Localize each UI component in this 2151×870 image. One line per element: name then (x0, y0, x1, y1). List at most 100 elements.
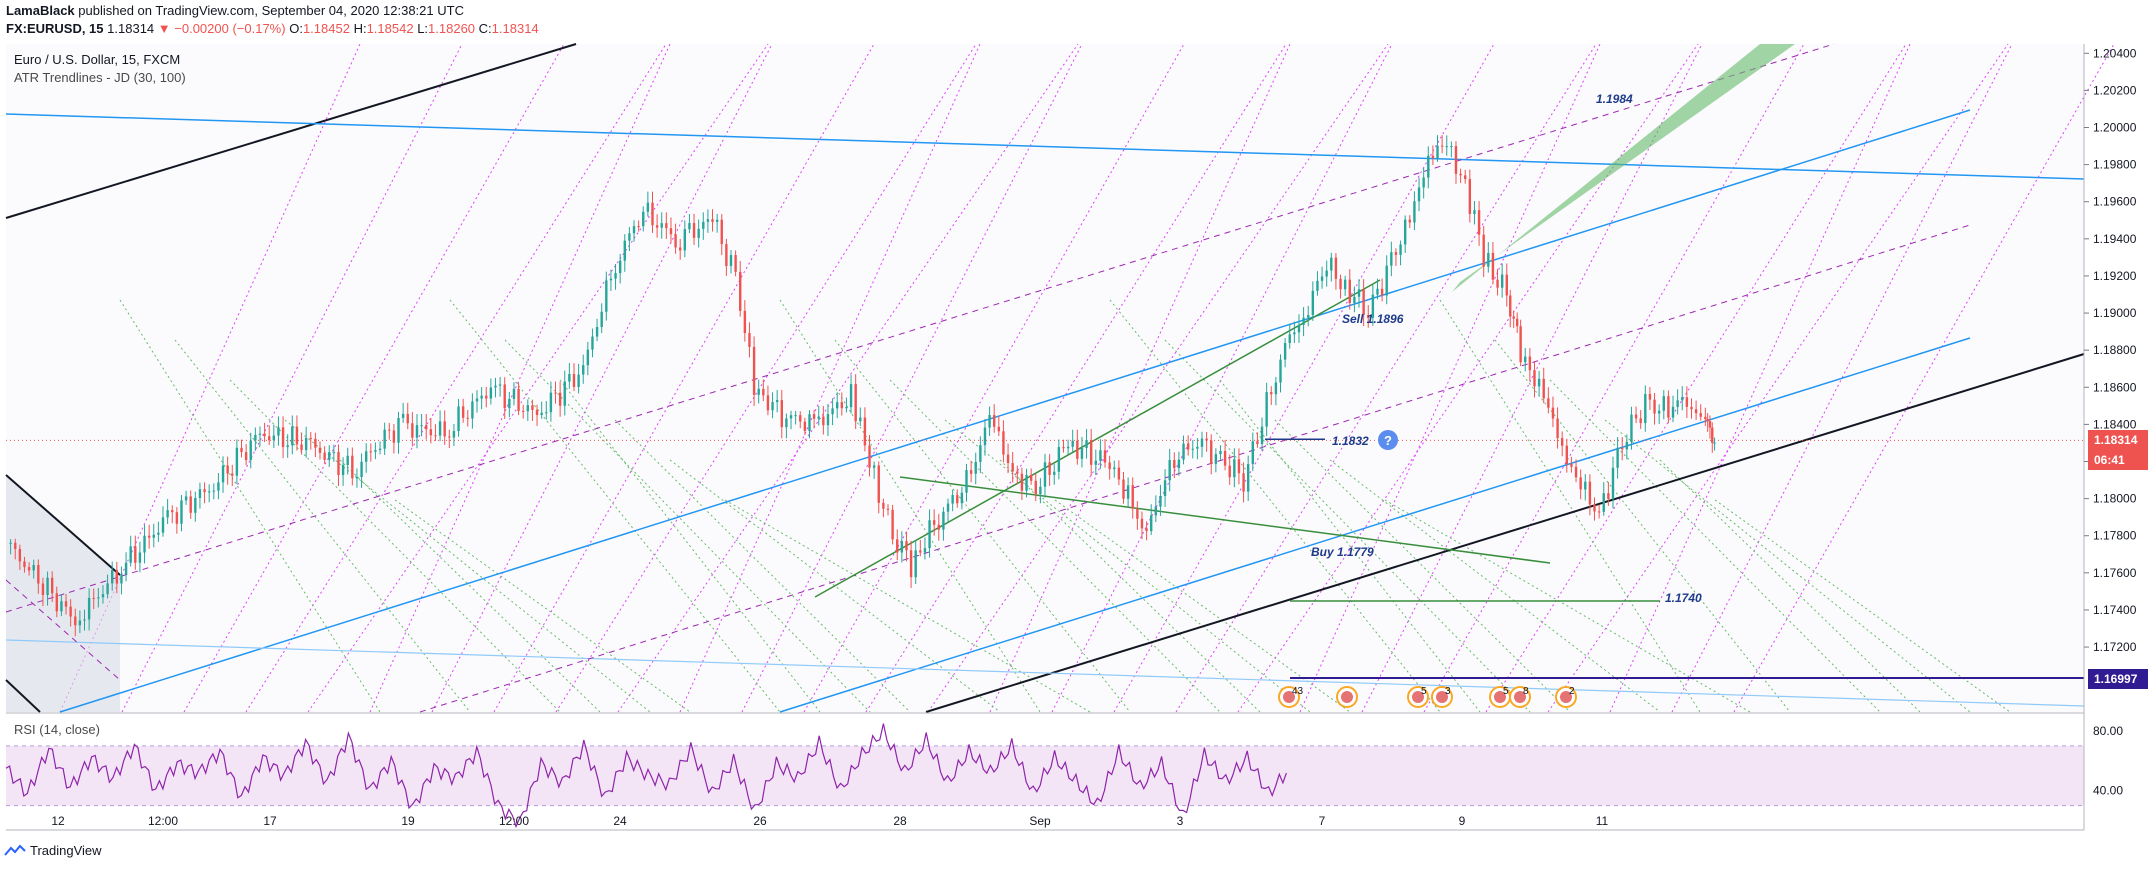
candle-body (1343, 279, 1347, 290)
black-trendline-upper (5, 43, 577, 219)
candle-body (1246, 464, 1250, 492)
candle-body (1431, 155, 1435, 159)
candle-body (812, 414, 816, 419)
candle-body (554, 392, 557, 394)
drawings (5, 43, 2085, 713)
candle-body (586, 349, 590, 366)
purple-dashed-lower (419, 224, 1971, 713)
candle-body (124, 562, 128, 575)
candle-body (822, 416, 825, 426)
candle-body (1621, 448, 1624, 450)
candle-body (1122, 479, 1125, 499)
candle-body (235, 447, 239, 476)
candle-body (378, 448, 382, 451)
symbol-label: FX:EURUSD, 15 (6, 21, 104, 36)
x-tick-label: 11 (1596, 814, 1609, 828)
candle-body (715, 219, 719, 222)
candle-body (729, 255, 733, 266)
indicator-legend[interactable]: ATR Trendlines - JD (30, 100) (14, 70, 186, 85)
candle-body (1436, 145, 1439, 159)
atr-down-line (174, 339, 471, 713)
atr-down-line (889, 379, 1221, 713)
blue-trendline-bottom (5, 639, 2085, 707)
level-label: 1.1984 (1596, 92, 1633, 106)
blue-channel-upper (59, 109, 1971, 713)
candle-body (18, 548, 22, 562)
green-trendline-rising (814, 279, 1381, 598)
candle-body (1509, 295, 1512, 317)
candle-body (106, 583, 109, 595)
candle-body (799, 415, 802, 422)
candle-body (295, 426, 299, 445)
candle-body (1117, 467, 1121, 480)
black-trendline-lower (925, 353, 2085, 713)
candle-body (1560, 438, 1564, 446)
candle-body (438, 421, 442, 436)
candle-body (1163, 480, 1167, 496)
candle-body (198, 489, 202, 498)
candle-body (614, 273, 617, 279)
candle-body (351, 455, 354, 479)
atr-up-line (1175, 43, 1597, 713)
candle-body (1440, 145, 1444, 147)
candle-body (1648, 394, 1652, 400)
atr-up-line (679, 43, 981, 713)
author-name[interactable]: LamaBlack (6, 3, 75, 18)
candle-body (734, 255, 737, 272)
event-count: 5 (1421, 686, 1427, 697)
candle-body (1427, 155, 1430, 178)
symbol-legend[interactable]: Euro / U.S. Dollar, 15, FXCM (14, 52, 181, 67)
atr-down-line (834, 339, 1131, 713)
candle-body (808, 414, 811, 432)
atr-trendlines (59, 43, 2115, 713)
candle-body (171, 510, 174, 513)
candle-body (272, 435, 276, 441)
rsi-legend[interactable]: RSI (14, close) (14, 722, 100, 737)
atr-down-line (1549, 379, 1881, 713)
x-tick-label: 12 (51, 814, 65, 828)
candle-body (817, 416, 820, 419)
candle-body (443, 421, 446, 437)
event-count: 8 (1523, 686, 1529, 697)
candle-body (268, 436, 271, 441)
candle-body (1062, 447, 1065, 449)
candle-body (591, 336, 594, 350)
candle-body (1076, 440, 1079, 459)
candle-body (914, 550, 917, 578)
candle-body (1034, 480, 1037, 495)
shaded-zone (6, 475, 120, 712)
candle-body (309, 437, 312, 439)
candle-body (1288, 334, 1291, 344)
candle-body (1339, 278, 1342, 290)
candle-body (328, 452, 331, 460)
atr-up-line (183, 43, 565, 713)
candle-body (1362, 289, 1365, 316)
candle-body (337, 451, 340, 476)
zone-lower-edge (5, 679, 41, 713)
candle-body (1131, 485, 1134, 509)
candle-body (1089, 440, 1093, 465)
rsi-line (5, 723, 1287, 829)
low-label: L: (417, 21, 429, 36)
atr-down-line (394, 499, 691, 713)
candle-body (401, 413, 405, 419)
candle-body (332, 451, 336, 453)
candle-body (1302, 317, 1305, 325)
candle-body (909, 550, 913, 578)
candle-body (928, 520, 931, 549)
candle-body (1385, 265, 1388, 296)
candle-body (1713, 442, 1716, 444)
candle-body (1357, 289, 1361, 297)
candle-body (1016, 471, 1019, 474)
candle-body (1547, 398, 1550, 408)
candle-body (254, 434, 257, 441)
candle-body (993, 414, 996, 427)
candle-body (1708, 421, 1712, 428)
y-tick-label: 1.17600 (2093, 566, 2137, 580)
candle-body (457, 406, 460, 432)
brand-name[interactable]: TradingView (30, 843, 102, 858)
ohlc-bar: FX:EURUSD, 15 1.18314 ▼ −0.00200 (−0.17%… (6, 21, 539, 36)
x-tick-label: 28 (893, 814, 907, 828)
candle-body (480, 395, 483, 399)
